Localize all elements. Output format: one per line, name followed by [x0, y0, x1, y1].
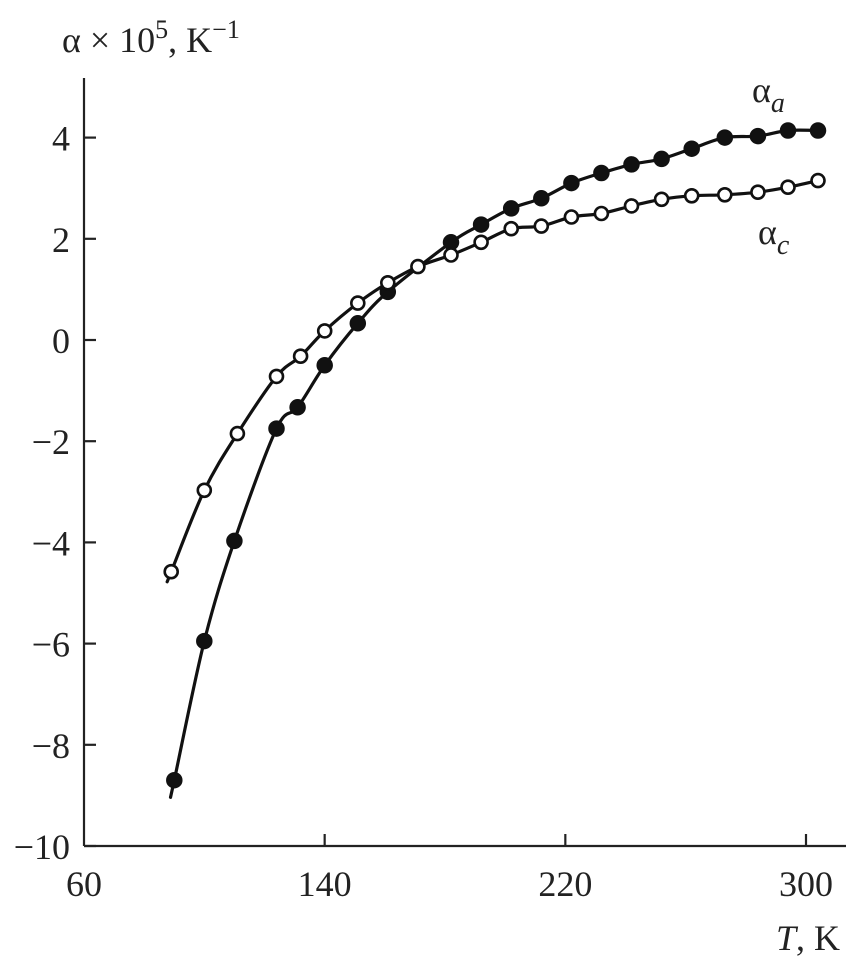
data-point-c [563, 209, 580, 225]
data-point-a [593, 164, 610, 182]
data-point-a [809, 122, 827, 139]
data-point-a [683, 140, 700, 157]
data-point-c [196, 482, 213, 499]
data-point-c [349, 295, 366, 311]
data-point-a [349, 315, 367, 332]
data-point-c [229, 425, 246, 442]
y-tick-label: −6 [32, 625, 70, 665]
fit-curve-c [165, 179, 820, 584]
data-point-c [292, 348, 309, 365]
data-point-c [443, 247, 459, 263]
data-point-a [623, 156, 640, 173]
data-point-a [268, 420, 285, 437]
series-label-alpha-c: αc [758, 212, 790, 261]
data-point-c [653, 191, 670, 208]
series-label-alpha-a: αa [752, 70, 785, 119]
x-axis-title: T, K [776, 918, 840, 958]
y-tick-label: −10 [14, 827, 70, 867]
data-point-c [316, 323, 333, 339]
data-point-c [163, 563, 179, 580]
x-tick-label: 140 [298, 864, 352, 904]
y-ticks: 4 2 0 −2 −4 −6 −8 −10 [14, 119, 96, 867]
x-tick-label: 220 [538, 864, 592, 904]
data-point-a [316, 357, 333, 374]
data-point-a [563, 174, 580, 192]
data-point-c [503, 220, 520, 237]
y-tick-label: −8 [32, 726, 70, 766]
y-tick-label: 2 [52, 220, 70, 260]
x-tick-label: 300 [779, 864, 833, 904]
data-point-c [623, 198, 640, 214]
data-point-a [749, 127, 767, 145]
data-point-a [166, 771, 183, 789]
data-point-c [716, 187, 733, 203]
y-tick-label: −4 [32, 523, 70, 563]
y-tick-label: −2 [32, 422, 70, 462]
data-point-c [593, 205, 610, 222]
x-tick-label: 60 [66, 864, 102, 904]
data-point-a [533, 190, 550, 207]
data-point-a [502, 200, 520, 217]
data-markers [163, 122, 827, 789]
data-point-c [533, 218, 550, 234]
data-point-c [268, 368, 285, 385]
fit-curve-a [168, 128, 820, 799]
data-point-c [683, 188, 700, 204]
data-point-c [750, 184, 766, 200]
data-point-c [410, 258, 426, 275]
data-point-a [226, 532, 243, 550]
data-point-c [810, 172, 826, 189]
data-point-c [473, 234, 489, 251]
data-point-a [472, 216, 490, 233]
fit-curves [165, 128, 820, 799]
x-ticks: 60 140 220 300 [66, 834, 833, 904]
y-tick-label: 4 [52, 119, 70, 159]
data-point-c [379, 274, 396, 291]
data-point-c [780, 179, 796, 195]
data-point-a [289, 399, 306, 416]
data-point-a [716, 129, 734, 146]
y-axis-title: α × 105, K−1 [62, 15, 240, 60]
data-point-a [653, 150, 670, 168]
data-point-a [779, 122, 797, 139]
y-tick-label: 0 [52, 321, 70, 361]
data-point-a [196, 632, 213, 650]
